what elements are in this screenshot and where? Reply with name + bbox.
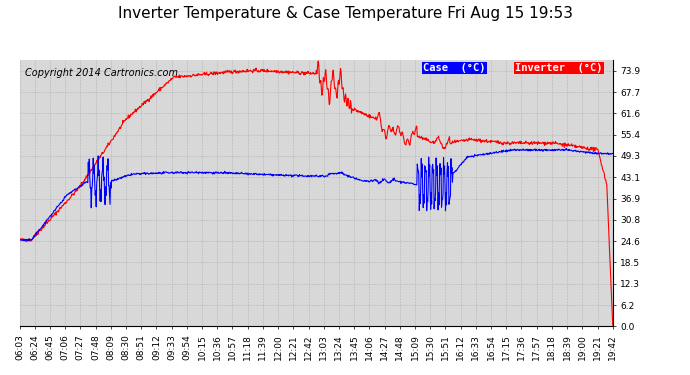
Text: Inverter  (°C): Inverter (°C) <box>515 63 602 73</box>
Text: Inverter Temperature & Case Temperature Fri Aug 15 19:53: Inverter Temperature & Case Temperature … <box>117 6 573 21</box>
Text: Copyright 2014 Cartronics.com: Copyright 2014 Cartronics.com <box>26 68 179 78</box>
Text: Case  (°C): Case (°C) <box>423 63 485 73</box>
